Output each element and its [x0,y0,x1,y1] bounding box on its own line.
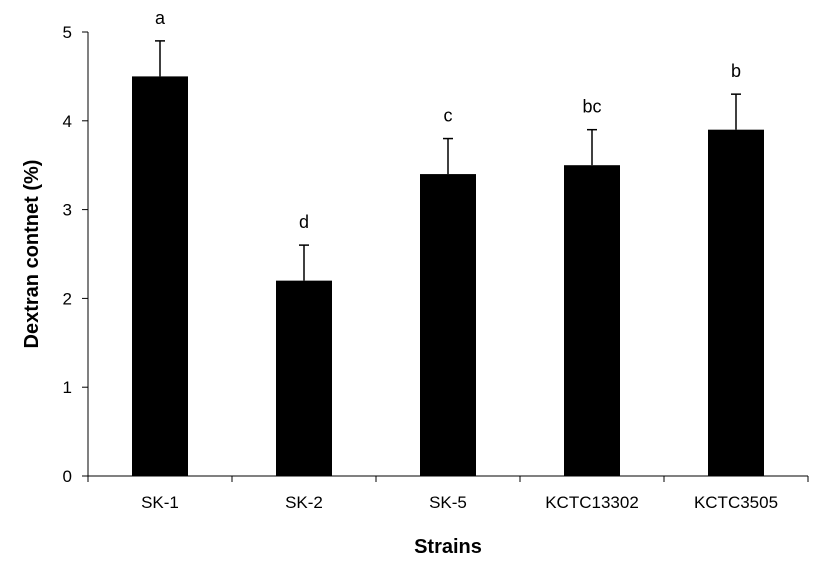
significance-label: bc [582,97,601,117]
category-label: KCTC13302 [545,493,639,512]
y-tick-label: 0 [63,467,72,486]
significance-label: c [444,106,453,126]
category-label: SK-5 [429,493,467,512]
bar [132,76,188,477]
significance-label: b [731,61,741,81]
category-label: SK-2 [285,493,323,512]
bars [132,76,764,477]
category-label: SK-1 [141,493,179,512]
y-tick-label: 1 [63,378,72,397]
bar [708,129,764,476]
error-bars [155,40,741,281]
x-axis-title: Strains [414,536,482,558]
bar [564,165,620,476]
bar [420,174,476,476]
significance-labels: a d c bc b [155,8,741,232]
y-axis: 0 1 2 3 4 5 [63,23,89,486]
significance-label: a [155,8,166,28]
x-axis [87,475,809,482]
bar [276,280,332,476]
y-axis-title: Dextran contnet (%) [21,160,43,349]
y-tick-label: 4 [63,112,72,131]
y-tick-label: 3 [63,201,72,220]
category-labels: SK-1 SK-2 SK-5 KCTC13302 KCTC3505 [141,493,778,512]
significance-label: d [299,212,309,232]
y-tick-label: 5 [63,23,72,42]
category-label: KCTC3505 [694,493,778,512]
y-tick-label: 2 [63,289,72,308]
